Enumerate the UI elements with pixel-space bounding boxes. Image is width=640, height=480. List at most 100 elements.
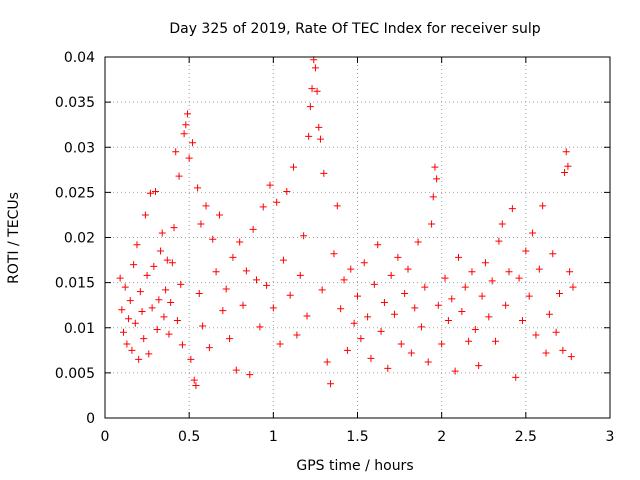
- scatter-point: [116, 274, 124, 282]
- scatter-point: [155, 296, 163, 304]
- scatter-point: [441, 274, 449, 282]
- scatter-point: [444, 317, 452, 325]
- y-tick-label: 0.025: [55, 185, 95, 201]
- scatter-point: [189, 139, 197, 147]
- scatter-point: [438, 340, 446, 348]
- scatter-point: [559, 346, 567, 354]
- x-tick-label: 1.5: [346, 429, 368, 445]
- scatter-point: [135, 355, 143, 363]
- scatter-point: [488, 277, 496, 285]
- scatter-point: [522, 247, 530, 255]
- scatter-point: [421, 283, 429, 291]
- scatter-point: [374, 241, 382, 249]
- scatter-point: [478, 292, 486, 300]
- scatter-point: [133, 241, 141, 249]
- scatter-point: [185, 154, 193, 162]
- scatter-point: [145, 350, 153, 358]
- scatter-point: [173, 317, 181, 325]
- scatter-point: [138, 308, 146, 316]
- scatter-point: [153, 326, 161, 334]
- scatter-point: [512, 373, 520, 381]
- scatter-point: [330, 250, 338, 258]
- scatter-point: [377, 327, 385, 335]
- scatter-point: [318, 286, 326, 294]
- scatter-point: [197, 220, 205, 228]
- grid-lines: [105, 57, 610, 418]
- scatter-point: [182, 121, 190, 129]
- x-tick-label: 3: [606, 429, 615, 445]
- scatter-point: [150, 262, 158, 270]
- scatter-point: [515, 274, 523, 282]
- x-axis-label: GPS time / hours: [296, 458, 413, 474]
- scatter-point: [232, 366, 240, 374]
- y-tick-label: 0.02: [64, 231, 95, 247]
- scatter-point: [194, 184, 202, 192]
- y-tick-label: 0.01: [64, 321, 95, 337]
- scatter-point: [431, 163, 439, 171]
- scatter-point: [205, 344, 213, 352]
- scatter-point: [143, 271, 151, 279]
- scatter-point: [370, 280, 378, 288]
- scatter-point: [508, 205, 516, 213]
- axis-ticks: 0 0.5 1 1.5 2 2.5 3 0 0.005 0.01 0.015 0.02 0.025 0.0…: [55, 50, 615, 445]
- scatter-point: [535, 265, 543, 273]
- scatter-point: [529, 229, 537, 237]
- scatter-point: [492, 337, 500, 345]
- scatter-point: [337, 305, 345, 313]
- scatter-point: [249, 225, 257, 233]
- scatter-point: [411, 304, 419, 312]
- scatter-point: [343, 346, 351, 354]
- scatter-point: [229, 253, 237, 261]
- scatter-point: [315, 123, 323, 131]
- scatter-point: [157, 247, 165, 255]
- scatter-point: [178, 341, 186, 349]
- scatter-point: [165, 330, 173, 338]
- scatter-point: [384, 364, 392, 372]
- scatter-point: [428, 220, 436, 228]
- scatter-point: [242, 267, 250, 275]
- scatter-point: [327, 380, 335, 388]
- scatter-point: [212, 268, 220, 276]
- scatter-point: [236, 238, 244, 246]
- scatter-point: [502, 301, 510, 309]
- scatter-point: [505, 268, 513, 276]
- scatter-point: [253, 276, 260, 284]
- x-tick-label: 2.5: [515, 429, 537, 445]
- scatter-point: [163, 256, 171, 264]
- scatter-point: [256, 323, 264, 331]
- scatter-point: [140, 335, 148, 343]
- y-tick-label: 0.04: [64, 50, 95, 66]
- scatter-point: [451, 367, 459, 375]
- scatter-point: [192, 382, 200, 390]
- scatter-point: [121, 283, 129, 291]
- scatter-point: [308, 85, 316, 93]
- data-points: [116, 56, 577, 390]
- scatter-point: [160, 313, 168, 321]
- scatter-point: [311, 64, 319, 72]
- scatter-point: [177, 280, 185, 288]
- scatter-point: [525, 292, 533, 300]
- chart-title: Day 325 of 2019, Rate Of TEC Index for r…: [169, 21, 540, 37]
- scatter-point: [495, 237, 503, 245]
- scatter-point: [126, 297, 134, 305]
- scatter-point: [123, 340, 131, 348]
- scatter-point: [458, 308, 466, 316]
- scatter-point: [175, 172, 183, 180]
- scatter-point: [566, 268, 574, 276]
- scatter-point: [120, 328, 128, 336]
- y-tick-label: 0: [86, 411, 95, 427]
- scatter-point: [471, 326, 479, 334]
- scatter-point: [239, 301, 247, 309]
- scatter-point: [323, 358, 331, 366]
- scatter-point: [518, 317, 526, 325]
- x-tick-label: 1: [269, 429, 278, 445]
- scatter-point: [561, 169, 569, 177]
- scatter-point: [222, 285, 230, 293]
- scatter-point: [567, 353, 575, 361]
- scatter-point: [455, 253, 462, 261]
- scatter-point: [394, 253, 402, 261]
- scatter-point: [485, 313, 493, 321]
- scatter-point: [167, 298, 175, 306]
- scatter-point: [433, 175, 441, 183]
